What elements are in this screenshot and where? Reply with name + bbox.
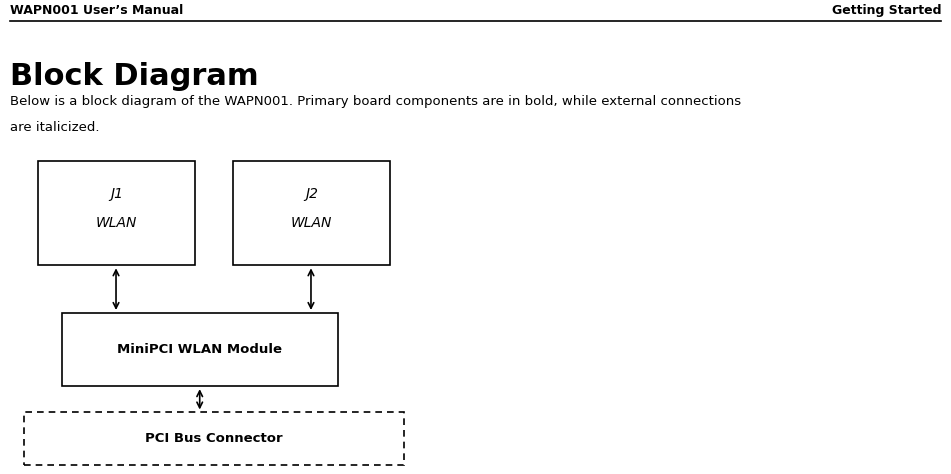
Text: Below is a block diagram of the WAPN001. Primary board components are in bold, w: Below is a block diagram of the WAPN001.…	[10, 95, 741, 108]
Text: are italicized.: are italicized.	[10, 121, 99, 134]
Text: Block Diagram: Block Diagram	[10, 62, 258, 91]
Text: WLAN: WLAN	[96, 216, 137, 230]
Text: J2: J2	[305, 187, 318, 201]
Text: WAPN001 User’s Manual: WAPN001 User’s Manual	[10, 4, 183, 17]
Text: MiniPCI WLAN Module: MiniPCI WLAN Module	[117, 343, 282, 356]
Text: Getting Started: Getting Started	[832, 4, 941, 17]
Text: PCI Bus Connector: PCI Bus Connector	[146, 432, 282, 445]
Text: WLAN: WLAN	[291, 216, 332, 230]
Text: J1: J1	[110, 187, 123, 201]
